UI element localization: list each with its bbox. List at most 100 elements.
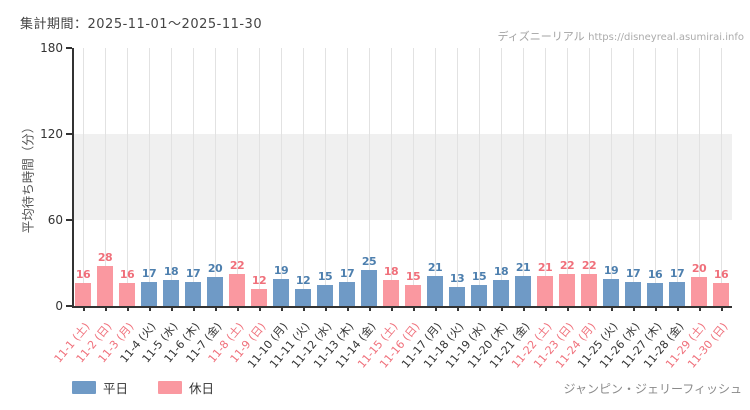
- grid-line-vertical: [259, 48, 260, 306]
- bar-11-2 (日): [97, 265, 113, 306]
- y-axis-tick: [66, 219, 72, 221]
- grid-line-vertical: [171, 48, 172, 306]
- grid-line-vertical: [127, 48, 128, 306]
- y-axis-tick: [66, 47, 72, 49]
- y-tick-label: 0: [55, 299, 63, 313]
- x-axis-tick: [171, 306, 173, 311]
- x-axis-tick: [281, 306, 283, 311]
- grid-line-vertical: [721, 48, 722, 306]
- y-tick-label: 60: [47, 213, 63, 227]
- grid-line-vertical: [589, 48, 590, 306]
- x-axis-tick: [589, 306, 591, 311]
- grid-line-vertical: [611, 48, 612, 306]
- legend-label-holiday: 休日: [189, 381, 215, 396]
- bar-value-label: 12: [251, 273, 267, 287]
- bar-value-label: 20: [691, 262, 707, 276]
- x-axis-tick: [347, 306, 349, 311]
- y-axis-tick: [66, 305, 72, 307]
- x-axis-tick: [391, 306, 393, 311]
- bar-value-label: 18: [163, 265, 179, 279]
- x-axis-tick: [435, 306, 437, 311]
- bar-value-label: 18: [493, 265, 509, 279]
- attraction-name: ジャンピン・ジェリーフィッシュ: [563, 382, 742, 396]
- bar-value-label: 16: [647, 268, 663, 282]
- grid-line-vertical: [369, 48, 370, 306]
- bar-value-label: 13: [449, 272, 465, 286]
- x-axis-tick: [215, 306, 217, 311]
- grid-line-vertical: [545, 48, 546, 306]
- bar-value-label: 19: [273, 263, 289, 277]
- x-axis-tick: [611, 306, 613, 311]
- x-axis-tick: [677, 306, 679, 311]
- bar-value-label: 16: [75, 268, 91, 282]
- bar-11-12 (水): [317, 284, 333, 306]
- watermark-url: https://disneyreal.asumirai.info: [588, 32, 744, 43]
- bar-11-15 (土): [383, 280, 399, 306]
- bar-11-25 (火): [603, 278, 619, 306]
- x-axis-tick: [127, 306, 129, 311]
- x-axis-tick: [545, 306, 547, 311]
- bar-value-label: 16: [713, 268, 729, 282]
- bar-11-28 (金): [669, 281, 685, 306]
- grid-line-vertical: [193, 48, 194, 306]
- y-tick-label: 180: [40, 41, 63, 55]
- grid-line-vertical: [435, 48, 436, 306]
- x-axis-tick: [501, 306, 503, 311]
- bar-11-22 (土): [537, 275, 553, 306]
- bar-value-label: 12: [295, 273, 311, 287]
- grid-line-vertical: [633, 48, 634, 306]
- bar-11-13 (木): [339, 281, 355, 306]
- grid-line-vertical: [391, 48, 392, 306]
- chart-legend: 平日 休日: [72, 378, 214, 397]
- grid-line-vertical: [149, 48, 150, 306]
- bar-value-label: 15: [471, 269, 487, 283]
- grid-line-vertical: [347, 48, 348, 306]
- x-axis-tick: [105, 306, 107, 311]
- bar-11-18 (火): [449, 287, 465, 306]
- x-axis-tick: [699, 306, 701, 311]
- x-axis-tick: [479, 306, 481, 311]
- y-axis-line: [72, 48, 74, 306]
- bar-11-20 (木): [493, 280, 509, 306]
- grid-line-vertical: [281, 48, 282, 306]
- bar-11-17 (月): [427, 275, 443, 306]
- site-watermark: ディズニーリアル https://disneyreal.asumirai.inf…: [498, 28, 745, 44]
- bar-11-4 (火): [141, 281, 157, 306]
- bar-value-label: 22: [559, 259, 575, 273]
- bar-11-24 (月): [581, 274, 597, 306]
- bar-11-21 (金): [515, 275, 531, 306]
- x-axis-tick: [83, 306, 85, 311]
- shaded-band-60-120: [72, 134, 732, 220]
- x-axis-tick: [193, 306, 195, 311]
- bar-11-5 (水): [163, 280, 179, 306]
- bar-11-14 (金): [361, 270, 377, 306]
- legend-label-weekday: 平日: [103, 381, 129, 396]
- x-axis-tick: [303, 306, 305, 311]
- holiday-color-swatch: [158, 381, 183, 394]
- grid-line-vertical: [413, 48, 414, 306]
- bar-value-label: 17: [625, 266, 641, 280]
- bar-value-label: 19: [603, 263, 619, 277]
- bar-11-6 (木): [185, 281, 201, 306]
- bar-value-label: 17: [141, 266, 157, 280]
- bar-value-label: 20: [207, 262, 223, 276]
- weekday-color-swatch: [72, 381, 96, 394]
- y-tick-label: 120: [40, 127, 63, 141]
- legend-item-weekday: 平日: [72, 378, 128, 397]
- bar-11-29 (土): [691, 277, 707, 306]
- x-axis-line: [72, 306, 732, 308]
- bar-value-label: 22: [581, 259, 597, 273]
- bar-11-1 (土): [75, 283, 91, 306]
- x-axis-tick: [259, 306, 261, 311]
- grid-line-vertical: [105, 48, 106, 306]
- bar-value-label: 21: [537, 260, 553, 274]
- x-axis-tick: [149, 306, 151, 311]
- aggregation-period-title: 集計期間：2025-11-01～2025-11-30: [20, 17, 263, 32]
- bar-11-11 (火): [295, 288, 311, 306]
- x-axis-tick: [413, 306, 415, 311]
- grid-line-vertical: [699, 48, 700, 306]
- grid-line-vertical: [215, 48, 216, 306]
- bar-11-30 (日): [713, 283, 729, 306]
- watermark-brand: ディズニーリアル: [497, 30, 585, 43]
